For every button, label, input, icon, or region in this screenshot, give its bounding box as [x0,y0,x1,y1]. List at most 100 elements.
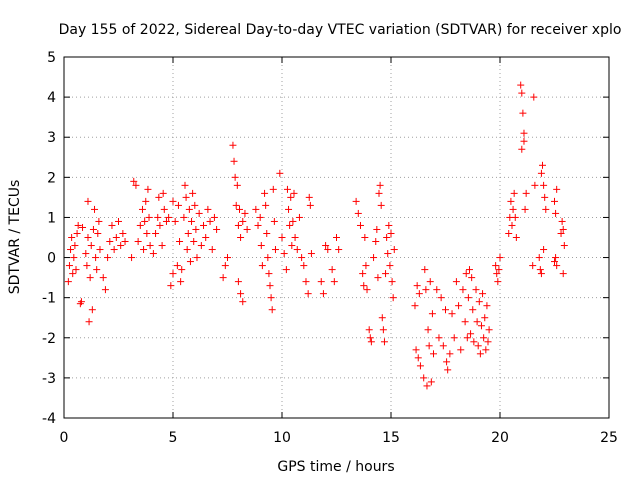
data-point [213,225,221,233]
data-point [465,266,473,274]
data-point [84,234,92,241]
data-point [537,169,545,177]
data-point [558,217,566,225]
data-point [559,270,567,278]
data-point [385,221,393,229]
data-point [508,221,516,229]
data-point [195,209,203,217]
data-point [256,213,264,221]
data-point [421,266,429,274]
data-point [173,262,181,270]
data-point [83,262,91,270]
data-point [82,250,90,258]
data-point [542,205,550,213]
y-tick-label: -4 [42,411,56,427]
data-point [235,205,243,213]
data-point [171,217,179,225]
data-point [149,250,157,258]
data-point [430,350,438,358]
data-point [444,366,452,374]
data-point [539,161,547,169]
gridlines [64,57,609,418]
data-point [85,318,93,326]
data-point [422,286,430,294]
data-point [319,290,327,298]
data-point [176,238,184,246]
data-point [142,197,150,205]
data-point [70,254,78,262]
data-point [270,217,278,225]
data-point [387,229,395,237]
data-point [165,213,173,221]
data-point [386,262,394,270]
data-point [65,262,73,270]
data-point [330,278,338,286]
x-tick-label: 25 [600,430,618,446]
data-point [426,278,434,286]
data-point [423,382,431,390]
data-point [104,254,112,262]
data-point [140,246,148,254]
data-point [366,334,374,342]
data-point [210,213,218,221]
data-point [512,234,520,241]
data-point [262,201,270,209]
data-point [267,294,275,302]
data-point [557,229,565,237]
data-point [180,213,188,221]
x-axis-label: GPS time / hours [277,459,394,475]
data-point [427,378,435,386]
data-point [287,193,295,201]
data-point [263,229,271,237]
data-point [285,205,293,213]
data-point [415,290,423,298]
data-point [258,262,266,270]
data-point [290,189,298,197]
data-point [493,270,501,278]
data-point [87,242,95,250]
data-point [473,318,481,326]
data-point [298,254,306,262]
data-point [464,294,472,302]
data-point [95,217,103,225]
data-point [121,238,129,246]
data-point [286,221,294,229]
data-point [206,217,214,225]
data-point [282,266,290,274]
y-tick-label: 5 [47,50,56,66]
data-point [200,221,208,229]
data-point [197,242,205,250]
data-point [518,89,526,97]
data-point [162,217,170,225]
data-point [494,278,502,286]
data-point [384,250,392,258]
data-point [167,282,175,290]
y-tick-label: -3 [42,371,56,387]
data-point [505,229,513,237]
data-point [553,262,561,270]
data-point [437,294,445,302]
data-point [155,193,163,201]
data-point [479,290,487,298]
x-tick-label: 10 [273,430,291,446]
data-point [495,266,503,274]
data-point [177,278,185,286]
data-point [535,254,543,262]
data-point [101,286,109,294]
data-point [132,181,140,189]
data-point [379,326,387,334]
data-point [439,342,447,350]
data-point [221,262,229,270]
data-point [435,334,443,342]
data-point [520,129,528,137]
data-point [183,246,191,254]
data-point [189,189,197,197]
data-point [185,205,193,213]
data-point [302,278,310,286]
data-point [276,169,284,177]
data-point [324,246,332,254]
data-point [230,157,238,165]
data-point [86,274,94,282]
data-point [457,346,465,354]
data-point [119,229,127,237]
